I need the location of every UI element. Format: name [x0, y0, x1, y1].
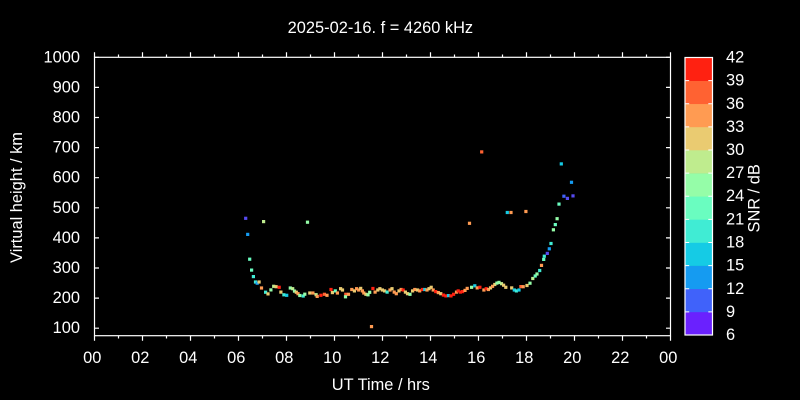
svg-text:16: 16: [467, 349, 485, 367]
svg-text:33: 33: [726, 118, 744, 136]
svg-text:04: 04: [179, 349, 197, 367]
svg-text:12: 12: [726, 280, 744, 298]
svg-text:1000: 1000: [44, 48, 80, 66]
svg-text:22: 22: [611, 349, 629, 367]
svg-text:27: 27: [726, 164, 744, 182]
svg-text:42: 42: [726, 49, 744, 67]
svg-text:02: 02: [131, 349, 149, 367]
svg-text:Virtual height / km: Virtual height / km: [8, 132, 26, 263]
svg-text:9: 9: [726, 303, 735, 321]
svg-text:18: 18: [726, 234, 744, 252]
svg-text:100: 100: [53, 319, 80, 337]
svg-text:900: 900: [53, 78, 80, 96]
svg-text:12: 12: [371, 349, 389, 367]
svg-text:21: 21: [726, 210, 744, 228]
svg-text:2025-02-16. f = 4260 kHz: 2025-02-16. f = 4260 kHz: [288, 19, 473, 37]
svg-text:SNR / dB: SNR / dB: [746, 164, 764, 232]
svg-text:10: 10: [323, 349, 341, 367]
svg-text:700: 700: [53, 139, 80, 157]
svg-text:06: 06: [227, 349, 245, 367]
svg-text:20: 20: [563, 349, 581, 367]
svg-text:14: 14: [419, 349, 437, 367]
svg-text:300: 300: [53, 259, 80, 277]
svg-text:39: 39: [726, 72, 744, 90]
svg-text:08: 08: [275, 349, 293, 367]
svg-text:800: 800: [53, 109, 80, 127]
svg-text:18: 18: [515, 349, 533, 367]
svg-text:400: 400: [53, 229, 80, 247]
svg-text:UT Time / hrs: UT Time / hrs: [332, 376, 430, 394]
svg-text:6: 6: [726, 326, 735, 344]
svg-text:500: 500: [53, 199, 80, 217]
svg-text:15: 15: [726, 257, 744, 275]
svg-text:00: 00: [83, 349, 101, 367]
svg-text:200: 200: [53, 289, 80, 307]
svg-text:36: 36: [726, 95, 744, 113]
svg-text:600: 600: [53, 169, 80, 187]
svg-text:24: 24: [726, 187, 744, 205]
svg-text:30: 30: [726, 141, 744, 159]
svg-text:00: 00: [659, 349, 677, 367]
